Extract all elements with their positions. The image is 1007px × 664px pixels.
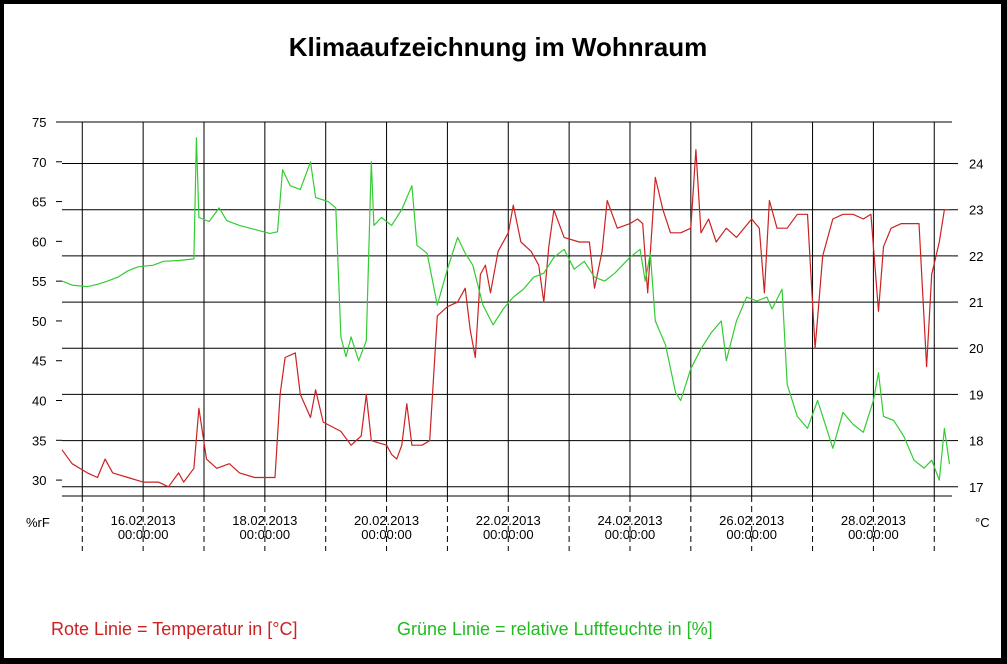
x-tick-label-date: 18.02.2013 — [232, 513, 297, 528]
y-right-tick-label: 22 — [969, 249, 983, 264]
x-tick-label-time: 00:00:00 — [605, 527, 656, 542]
series — [61, 137, 951, 488]
x-tick-label-time: 00:00:00 — [118, 527, 169, 542]
x-tick-label-date: 20.02.2013 — [354, 513, 419, 528]
axes: 30 35 40 45 50 55 60 65 70 75 17 18 19 20 21 22 23 24 16.0… — [32, 115, 983, 551]
y-left-unit: %rF — [26, 515, 50, 530]
y-right-tick-label: 24 — [969, 157, 983, 172]
y-left-tick-label: 35 — [32, 433, 46, 448]
y-right-unit: °C — [975, 515, 990, 530]
humidity-line — [61, 137, 951, 481]
x-tick-label-time: 00:00:00 — [483, 527, 534, 542]
legend-humidity: Grüne Linie = relative Luftfeuchte in [%… — [397, 619, 713, 639]
y-right-tick-label: 23 — [969, 203, 983, 218]
y-left-tick-label: 65 — [32, 195, 46, 210]
x-tick-label-date: 26.02.2013 — [719, 513, 784, 528]
chart-frame: Klimaaufzeichnung im Wohnraum 30 35 40 45 50… — [4, 4, 1001, 658]
y-left-tick-label: 40 — [32, 394, 46, 409]
legend-temperature: Rote Linie = Temperatur in [°C] — [51, 619, 298, 639]
temperature-line — [61, 149, 950, 488]
x-tick-label-time: 00:00:00 — [361, 527, 412, 542]
y-left-tick-label: 70 — [32, 155, 46, 170]
y-left-tick-label: 30 — [32, 473, 46, 488]
y-left-tick-label: 55 — [32, 274, 46, 289]
y-right-tick-label: 21 — [969, 295, 983, 310]
y-left-tick-label: 60 — [32, 234, 46, 249]
x-tick-label-date: 16.02.2013 — [111, 513, 176, 528]
x-tick-label-time: 00:00:00 — [240, 527, 291, 542]
y-right-tick-label: 17 — [969, 480, 983, 495]
x-tick-label-time: 00:00:00 — [726, 527, 777, 542]
y-left-tick-label: 45 — [32, 354, 46, 369]
x-tick-label-date: 22.02.2013 — [476, 513, 541, 528]
chart-title: Klimaaufzeichnung im Wohnraum — [289, 32, 707, 62]
y-left-tick-label: 75 — [32, 115, 46, 130]
x-tick-label-date: 28.02.2013 — [841, 513, 906, 528]
y-left-tick-label: 50 — [32, 314, 46, 329]
x-tick-label-date: 24.02.2013 — [597, 513, 662, 528]
chart-svg: Klimaaufzeichnung im Wohnraum 30 35 40 45 50… — [26, 32, 990, 639]
y-right-tick-label: 20 — [969, 341, 983, 356]
y-right-tick-label: 19 — [969, 387, 983, 402]
y-right-tick-label: 18 — [969, 434, 983, 449]
x-tick-label-time: 00:00:00 — [848, 527, 899, 542]
